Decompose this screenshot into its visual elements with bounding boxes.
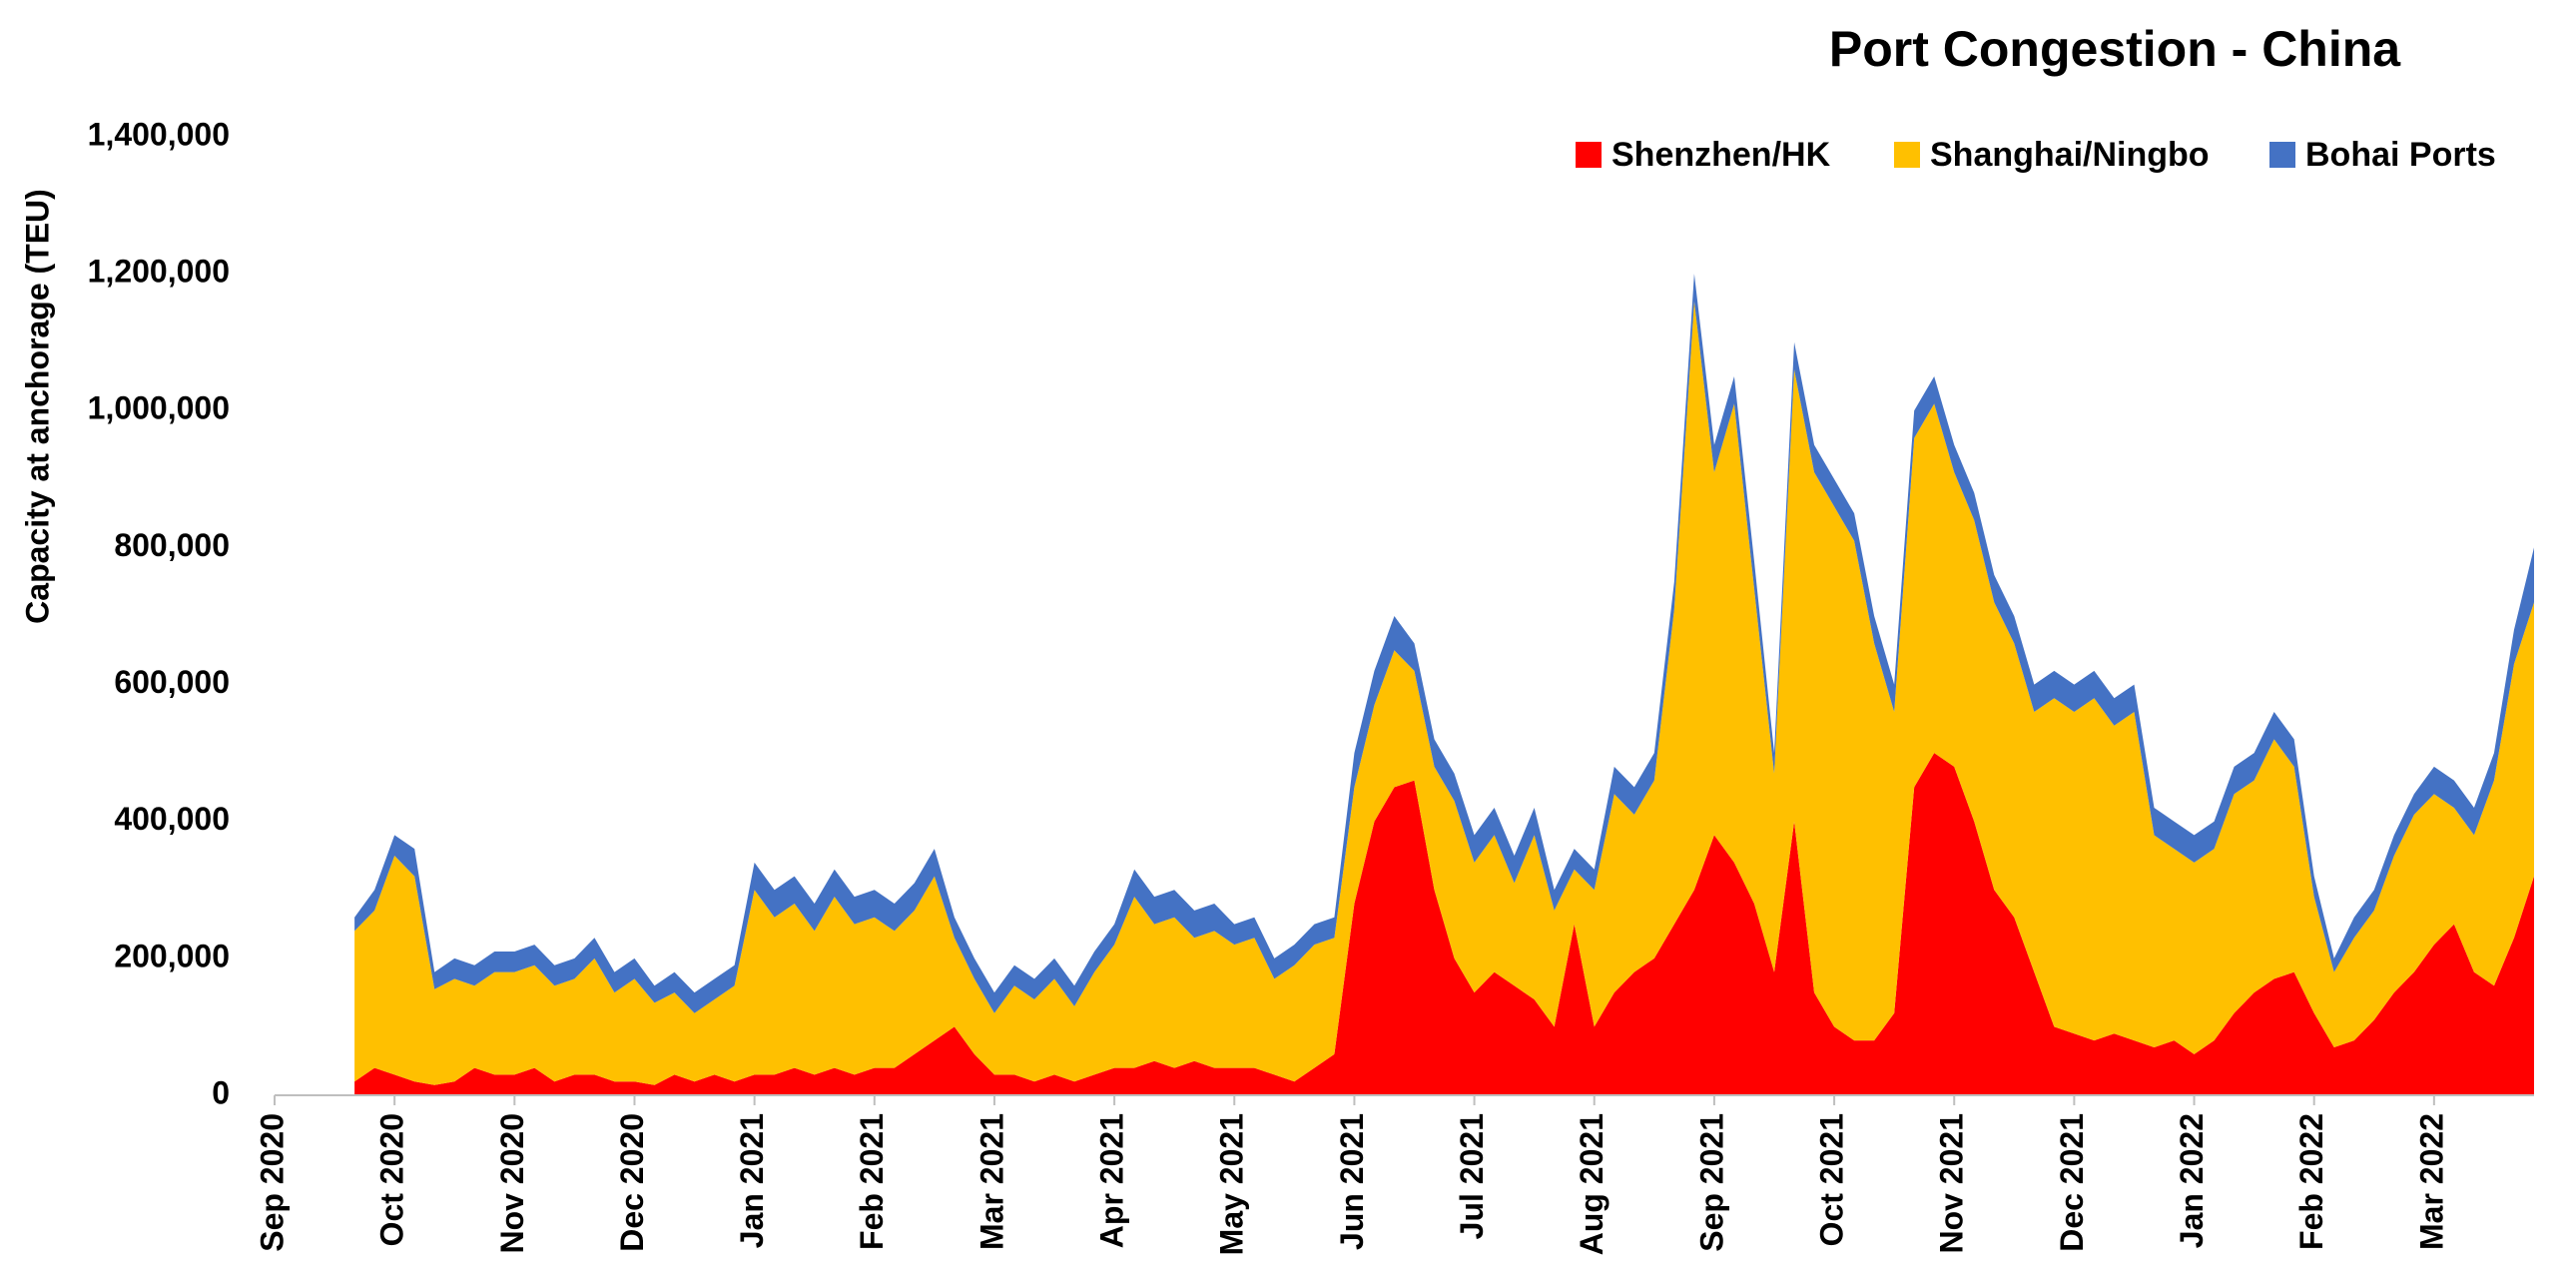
chart-title: Port Congestion - China — [1829, 21, 2401, 77]
y-tick-label: 400,000 — [114, 801, 230, 837]
x-tick-label: Feb 2021 — [854, 1113, 890, 1250]
y-axis-title: Capacity at anchorage (TEU) — [19, 189, 55, 624]
y-tick-label: 600,000 — [114, 664, 230, 700]
x-tick-label: Nov 2020 — [494, 1113, 530, 1254]
x-tick-label: Jan 2021 — [734, 1113, 770, 1248]
y-tick-label: 1,200,000 — [88, 254, 230, 290]
x-tick-label: Mar 2022 — [2413, 1113, 2449, 1250]
x-tick-label: Jan 2022 — [2174, 1113, 2210, 1248]
x-tick-label: Sep 2021 — [1693, 1113, 1729, 1252]
x-tick-label: Feb 2022 — [2293, 1113, 2329, 1250]
x-tick-label: Oct 2020 — [374, 1113, 410, 1246]
y-tick-label: 1,000,000 — [88, 390, 230, 426]
area — [354, 301, 2534, 1085]
x-tick-label: Jun 2021 — [1334, 1113, 1370, 1250]
legend-swatch — [1576, 142, 1602, 168]
legend-label: Bohai Ports — [2305, 136, 2496, 174]
x-tick-label: Apr 2021 — [1094, 1113, 1130, 1248]
x-tick-label: Mar 2021 — [973, 1113, 1009, 1250]
x-tick-label: Oct 2021 — [1814, 1113, 1850, 1246]
x-tick-label: Dec 2021 — [2054, 1113, 2090, 1252]
legend-swatch — [1894, 142, 1920, 168]
x-tick-label: Dec 2020 — [614, 1113, 650, 1252]
x-tick-label: Aug 2021 — [1574, 1113, 1610, 1255]
y-tick-label: 200,000 — [114, 938, 230, 973]
y-tick-label: 1,400,000 — [88, 116, 230, 152]
x-tick-label: Sep 2020 — [254, 1113, 290, 1252]
legend-label: Shanghai/Ningbo — [1930, 136, 2210, 174]
legend-label: Shenzhen/HK — [1611, 136, 1831, 174]
y-tick-label: 800,000 — [114, 527, 230, 563]
x-tick-label: Jul 2021 — [1454, 1113, 1490, 1239]
x-tick-label: Nov 2021 — [1934, 1113, 1970, 1254]
y-tick-label: 0 — [212, 1074, 230, 1110]
x-tick-label: May 2021 — [1214, 1113, 1250, 1255]
legend-swatch — [2269, 142, 2295, 168]
